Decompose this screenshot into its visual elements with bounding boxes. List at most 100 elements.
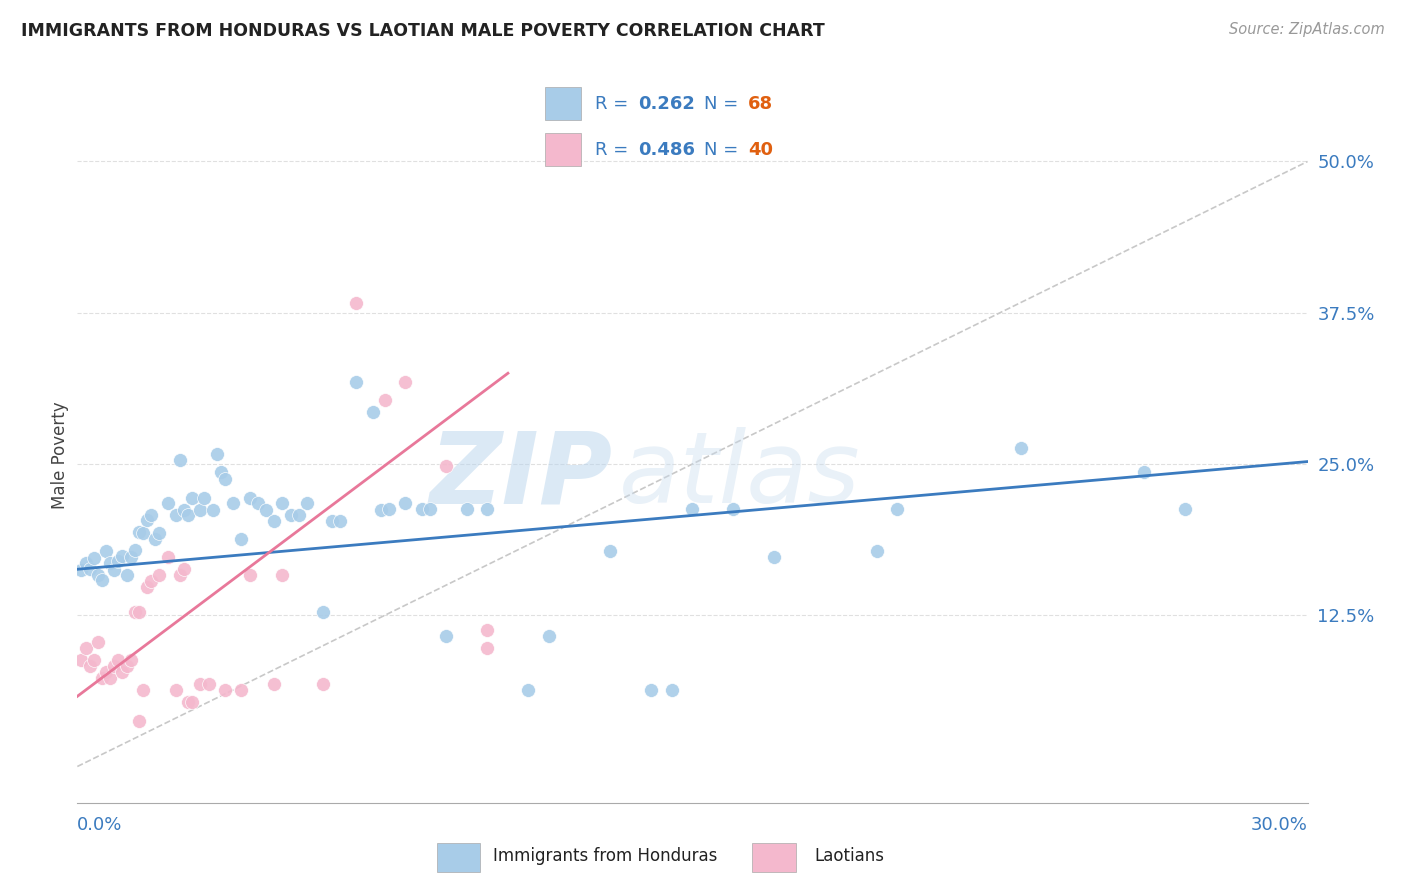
Point [419, 501, 441, 516]
Point [124, 542, 146, 557]
Point [128, 714, 150, 728]
Point [280, 508, 302, 522]
Point [98, 671, 121, 685]
Point [141, 508, 163, 522]
Point [115, 568, 138, 582]
Point [132, 525, 155, 540]
Point [136, 581, 159, 595]
Text: N =: N = [704, 95, 744, 112]
Point [1010, 442, 1032, 456]
Point [128, 524, 150, 539]
Point [517, 683, 540, 698]
Text: R =: R = [595, 141, 634, 159]
Text: 0.262: 0.262 [638, 95, 696, 112]
Point [763, 550, 786, 565]
Point [640, 683, 662, 698]
Point [682, 501, 704, 516]
FancyBboxPatch shape [437, 843, 481, 872]
Point [181, 695, 204, 709]
Point [111, 549, 134, 563]
Point [477, 501, 499, 516]
Point [90, 573, 114, 587]
Text: atlas: atlas [619, 427, 860, 524]
Point [181, 491, 204, 505]
Point [94, 665, 117, 679]
Point [723, 501, 745, 516]
Point [136, 513, 159, 527]
Text: N =: N = [704, 141, 744, 159]
Point [374, 392, 396, 407]
Point [94, 544, 117, 558]
Point [124, 605, 146, 619]
Point [120, 653, 142, 667]
Point [90, 671, 114, 685]
FancyBboxPatch shape [752, 843, 796, 872]
Point [436, 459, 458, 474]
Y-axis label: Male Poverty: Male Poverty [51, 401, 69, 508]
Point [83, 653, 105, 667]
Point [165, 683, 187, 698]
Point [177, 695, 200, 709]
Point [378, 501, 401, 516]
Point [661, 683, 683, 698]
Point [361, 405, 384, 419]
Point [239, 568, 262, 582]
Point [537, 629, 560, 643]
Text: Source: ZipAtlas.com: Source: ZipAtlas.com [1229, 22, 1385, 37]
Point [148, 525, 170, 540]
Point [231, 683, 253, 698]
Point [98, 556, 121, 570]
Point [411, 501, 433, 516]
Point [156, 550, 179, 565]
Point [312, 677, 335, 691]
Point [75, 556, 97, 570]
FancyBboxPatch shape [546, 87, 581, 120]
Point [271, 496, 294, 510]
Point [107, 554, 129, 568]
Point [79, 562, 101, 576]
Text: R =: R = [595, 95, 634, 112]
Point [312, 605, 335, 619]
Text: 0.0%: 0.0% [77, 816, 122, 834]
Text: ZIP: ZIP [429, 427, 613, 524]
Point [370, 503, 392, 517]
Point [231, 532, 253, 546]
Point [177, 508, 200, 522]
Text: 40: 40 [748, 141, 773, 159]
Point [115, 659, 138, 673]
Point [128, 605, 150, 619]
Point [866, 544, 889, 558]
Point [886, 501, 908, 516]
Point [79, 659, 101, 673]
Point [436, 629, 458, 643]
Point [169, 568, 191, 582]
Point [246, 496, 269, 510]
Point [288, 508, 311, 522]
Point [209, 466, 232, 480]
Point [271, 568, 294, 582]
Point [87, 635, 110, 649]
Point [394, 375, 416, 389]
Point [188, 677, 212, 691]
Point [222, 496, 245, 510]
Point [103, 659, 125, 673]
Point [344, 296, 367, 310]
Text: 30.0%: 30.0% [1251, 816, 1308, 834]
Point [141, 574, 163, 589]
Point [329, 514, 352, 528]
Point [295, 496, 318, 510]
Point [70, 564, 93, 578]
Text: IMMIGRANTS FROM HONDURAS VS LAOTIAN MALE POVERTY CORRELATION CHART: IMMIGRANTS FROM HONDURAS VS LAOTIAN MALE… [21, 22, 825, 40]
Point [169, 453, 191, 467]
Point [83, 551, 105, 566]
Text: Immigrants from Honduras: Immigrants from Honduras [492, 847, 717, 865]
Point [148, 568, 170, 582]
Point [193, 491, 215, 505]
Point [205, 447, 228, 461]
Point [201, 503, 224, 517]
Point [87, 568, 110, 582]
Point [103, 564, 125, 578]
Point [254, 503, 277, 517]
Point [156, 496, 179, 510]
Point [132, 683, 155, 698]
